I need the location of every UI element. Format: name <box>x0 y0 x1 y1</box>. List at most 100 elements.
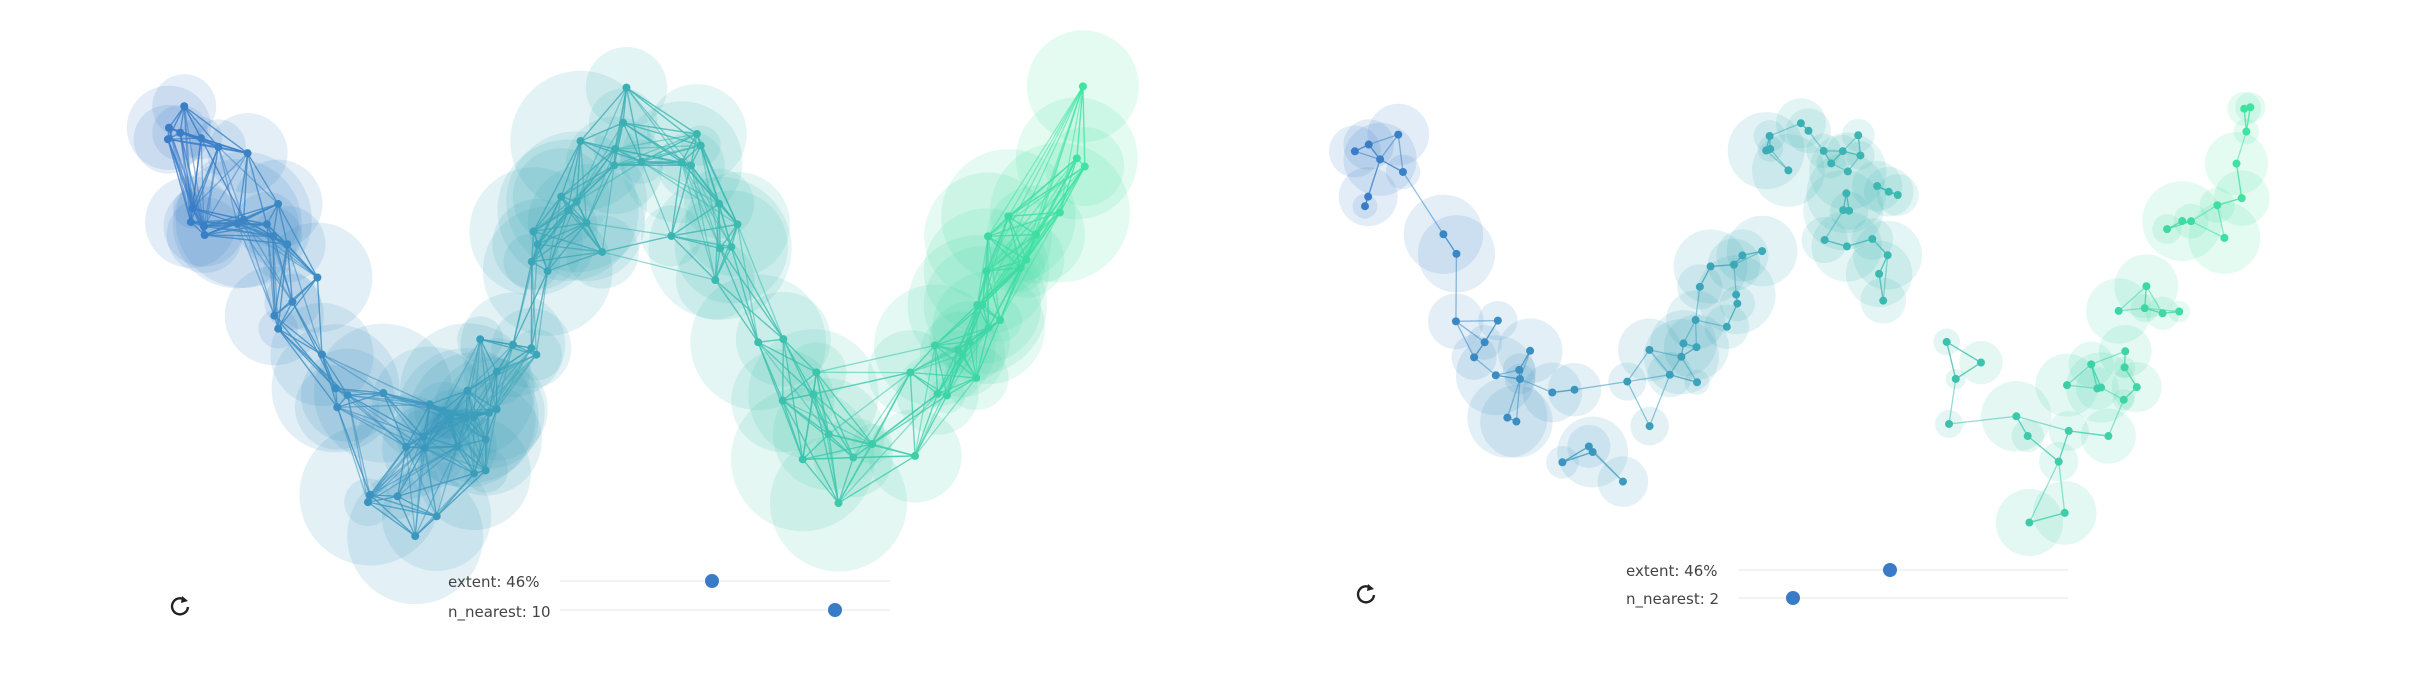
edge <box>1682 319 1697 344</box>
edge <box>291 301 337 389</box>
slider-thumb[interactable] <box>1882 563 1897 577</box>
edge <box>456 446 475 474</box>
node-point <box>1503 413 1512 422</box>
edge <box>909 344 936 373</box>
node-point <box>543 267 552 276</box>
node-point <box>1451 317 1460 326</box>
node-point <box>2242 127 2251 136</box>
edge <box>560 196 603 253</box>
node-point <box>186 218 195 227</box>
left-reset-button[interactable] <box>166 592 194 620</box>
edge <box>2016 415 2069 432</box>
edge <box>1946 341 1957 380</box>
node-point <box>582 218 591 227</box>
edge <box>1455 253 1458 322</box>
edge <box>1059 158 1078 213</box>
edge <box>690 165 732 248</box>
left-n-nearest-slider[interactable] <box>560 600 890 620</box>
edge <box>757 341 814 395</box>
edge <box>473 354 537 418</box>
edge <box>719 224 739 249</box>
node-point <box>1765 132 1774 141</box>
left-n-nearest-label: n_nearest: 10 <box>448 603 551 621</box>
edge <box>626 87 698 135</box>
edge <box>405 413 451 448</box>
edge <box>719 247 784 340</box>
edge <box>714 279 759 343</box>
edge <box>423 436 475 474</box>
node-point <box>1951 374 1960 383</box>
edge <box>396 496 416 537</box>
edge <box>424 447 475 475</box>
node-point <box>432 512 441 521</box>
left-network-plot <box>126 30 1139 605</box>
edge <box>681 133 698 163</box>
node-point <box>481 466 490 475</box>
node-point <box>953 345 962 354</box>
edge <box>1019 86 1084 268</box>
edge <box>1519 350 1531 380</box>
edge <box>273 277 318 317</box>
edge <box>291 301 323 355</box>
edge <box>167 138 248 154</box>
edge <box>1733 250 1763 266</box>
node-point <box>754 338 763 347</box>
right-network-svg <box>1329 91 2270 557</box>
left-extent-slider[interactable] <box>560 571 890 591</box>
edge <box>168 127 192 223</box>
edge <box>1035 166 1086 235</box>
edge <box>580 122 624 142</box>
node-point <box>1078 82 1087 91</box>
right-n-nearest-slider[interactable] <box>1738 588 2068 608</box>
node-point <box>824 430 833 439</box>
slider-thumb[interactable] <box>704 574 719 588</box>
edge <box>1007 157 1078 217</box>
edge <box>985 86 1084 272</box>
edge <box>614 144 701 166</box>
node-point <box>164 123 173 132</box>
node-point <box>1360 202 1369 211</box>
edge <box>670 235 716 281</box>
right-extent-slider[interactable] <box>1738 560 2068 580</box>
edge <box>442 410 458 447</box>
node-point <box>199 222 208 231</box>
edge <box>988 267 1022 328</box>
node-point <box>527 344 536 353</box>
node-point <box>2246 103 2255 112</box>
edge <box>2216 205 2226 239</box>
node-point <box>812 368 821 377</box>
node-point <box>288 297 297 306</box>
slider-thumb[interactable] <box>1786 591 1800 605</box>
edge <box>336 407 369 503</box>
edge <box>560 164 615 198</box>
edge <box>1562 451 1593 463</box>
node-point <box>667 231 676 240</box>
node-point <box>363 498 372 507</box>
edge <box>988 233 1036 238</box>
node-point <box>1350 147 1359 156</box>
edge <box>367 501 416 537</box>
node-point <box>2054 457 2063 466</box>
edge <box>2058 461 2066 513</box>
slider-track <box>560 580 890 582</box>
edge <box>957 319 1001 351</box>
node-point <box>1804 126 1813 135</box>
edge <box>243 153 249 220</box>
slider-thumb[interactable] <box>828 603 842 617</box>
edge <box>191 152 249 209</box>
edge <box>690 165 721 249</box>
node-point <box>393 492 402 501</box>
node-point <box>419 432 428 441</box>
node-point <box>2063 381 2072 390</box>
node-point <box>2120 363 2129 372</box>
edge <box>167 105 185 140</box>
edge <box>837 443 873 504</box>
right-reset-button[interactable] <box>1352 580 1380 608</box>
edge <box>1626 349 1650 382</box>
edge <box>585 165 615 223</box>
node-point <box>1842 242 1851 251</box>
edge <box>1402 171 1444 235</box>
edge <box>422 404 431 437</box>
node-point <box>1439 230 1448 239</box>
node-point <box>529 227 538 236</box>
